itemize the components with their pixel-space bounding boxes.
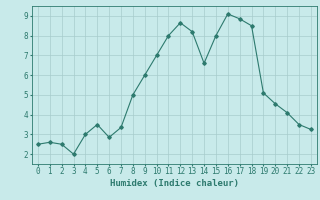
X-axis label: Humidex (Indice chaleur): Humidex (Indice chaleur) <box>110 179 239 188</box>
